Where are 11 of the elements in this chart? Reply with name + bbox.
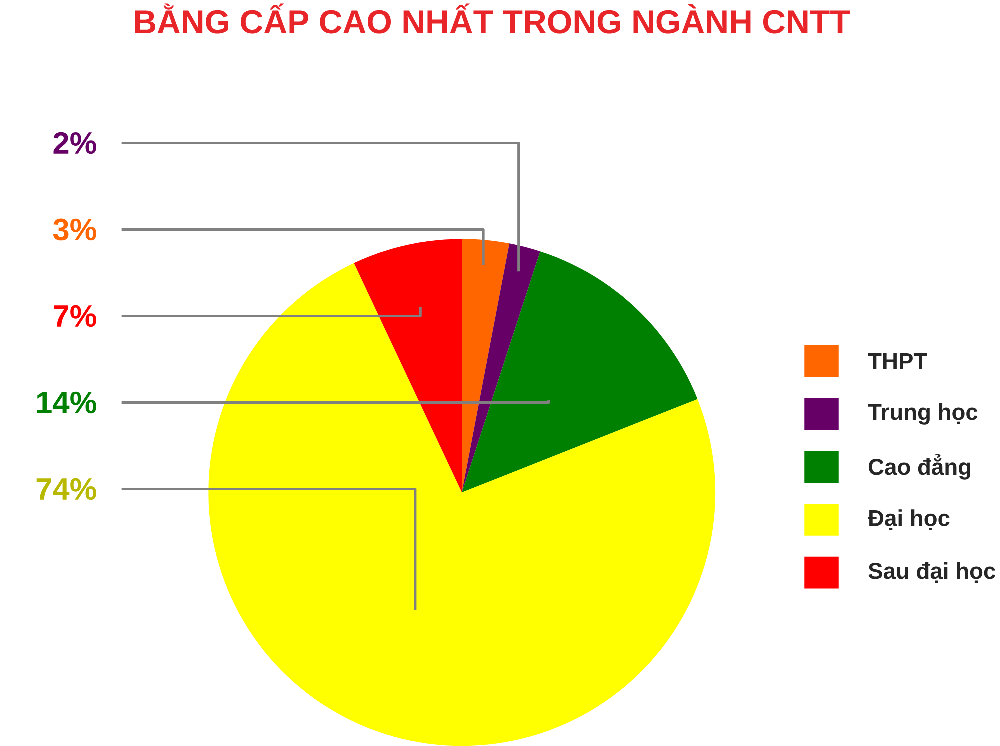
legend-label: Trung học bbox=[868, 403, 978, 425]
legend-label: THPT bbox=[868, 353, 928, 370]
data-label: 74% bbox=[36, 478, 96, 500]
data-label: 14% bbox=[37, 392, 96, 414]
data-label: 2% bbox=[54, 132, 96, 154]
legend-label: Cao đẳng bbox=[868, 454, 971, 480]
data-label: 7% bbox=[54, 305, 96, 328]
data-label: 3% bbox=[53, 218, 96, 241]
chart-title: BẰNG CẤP CAO NHẤT TRONG NGÀNH CNTT bbox=[135, 4, 850, 34]
legend-label: Đại học bbox=[868, 510, 950, 530]
legend-label: Sau đại học bbox=[868, 562, 996, 584]
